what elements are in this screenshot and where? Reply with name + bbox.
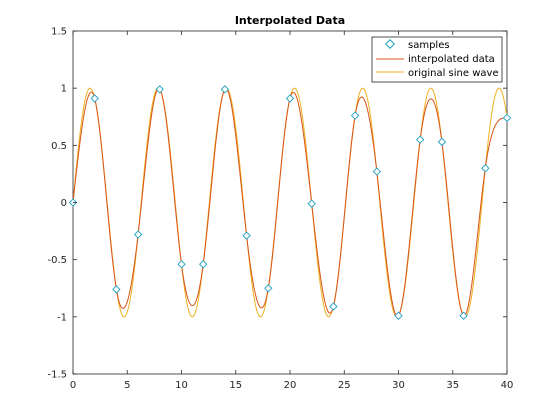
sample-point	[437, 137, 447, 147]
x-tick-label: 5	[124, 380, 130, 391]
legend-label-interpolated: interpolated data	[408, 54, 495, 65]
legend-label-samples: samples	[408, 40, 450, 51]
y-tick-label: -1	[57, 312, 67, 323]
x-tick-label: 10	[175, 380, 188, 391]
sample-point	[199, 260, 208, 269]
y-tick-label: 1.5	[51, 27, 67, 38]
sample-point	[372, 167, 381, 176]
y-tick-label: -1.5	[47, 370, 67, 381]
sample-point	[133, 230, 143, 239]
sample-point	[481, 164, 490, 173]
legend-label-original: original sine wave	[408, 68, 499, 79]
x-tick-label: 30	[392, 380, 405, 391]
sample-point	[416, 135, 425, 144]
sample-point	[177, 260, 186, 269]
x-tick-label: 20	[284, 380, 297, 391]
sample-point	[285, 94, 295, 103]
y-tick-label: 0.5	[51, 141, 67, 152]
legend-entry-samples: samples	[385, 39, 450, 51]
sample-point	[307, 199, 316, 208]
legend-marker-samples	[385, 39, 395, 49]
sample-point	[112, 285, 121, 294]
chart-title: Interpolated Data	[235, 14, 345, 27]
sample-point	[394, 311, 403, 320]
sample-point	[264, 284, 273, 293]
x-tick-label: 35	[446, 380, 459, 391]
sample-point	[155, 85, 164, 94]
y-tick-label: 0	[61, 198, 67, 209]
x-tick-label: 25	[338, 380, 351, 391]
sample-point	[329, 302, 338, 311]
legend-entry-interpolated: interpolated data	[376, 54, 495, 65]
y-tick-label: 1	[61, 84, 67, 95]
sample-point	[90, 94, 99, 103]
x-tick-label: 15	[229, 380, 242, 391]
ticks: 0 5 10 15 20 25 30 35 40 -1.5 -1 -0.5 0 0.5 1 1.5	[47, 27, 513, 392]
x-tick-label: 0	[70, 380, 76, 391]
sample-point	[459, 311, 468, 320]
legend-entry-original: original sine wave	[376, 68, 499, 79]
y-tick-label: -0.5	[47, 255, 67, 266]
sample-point	[220, 85, 230, 94]
sample-point	[502, 113, 512, 123]
x-tick-label: 40	[501, 380, 514, 391]
series-layer	[68, 85, 512, 320]
sample-point	[350, 111, 360, 120]
legend: samples interpolated data original sine …	[371, 36, 503, 83]
plot-area	[73, 31, 507, 374]
sample-point	[242, 231, 251, 240]
